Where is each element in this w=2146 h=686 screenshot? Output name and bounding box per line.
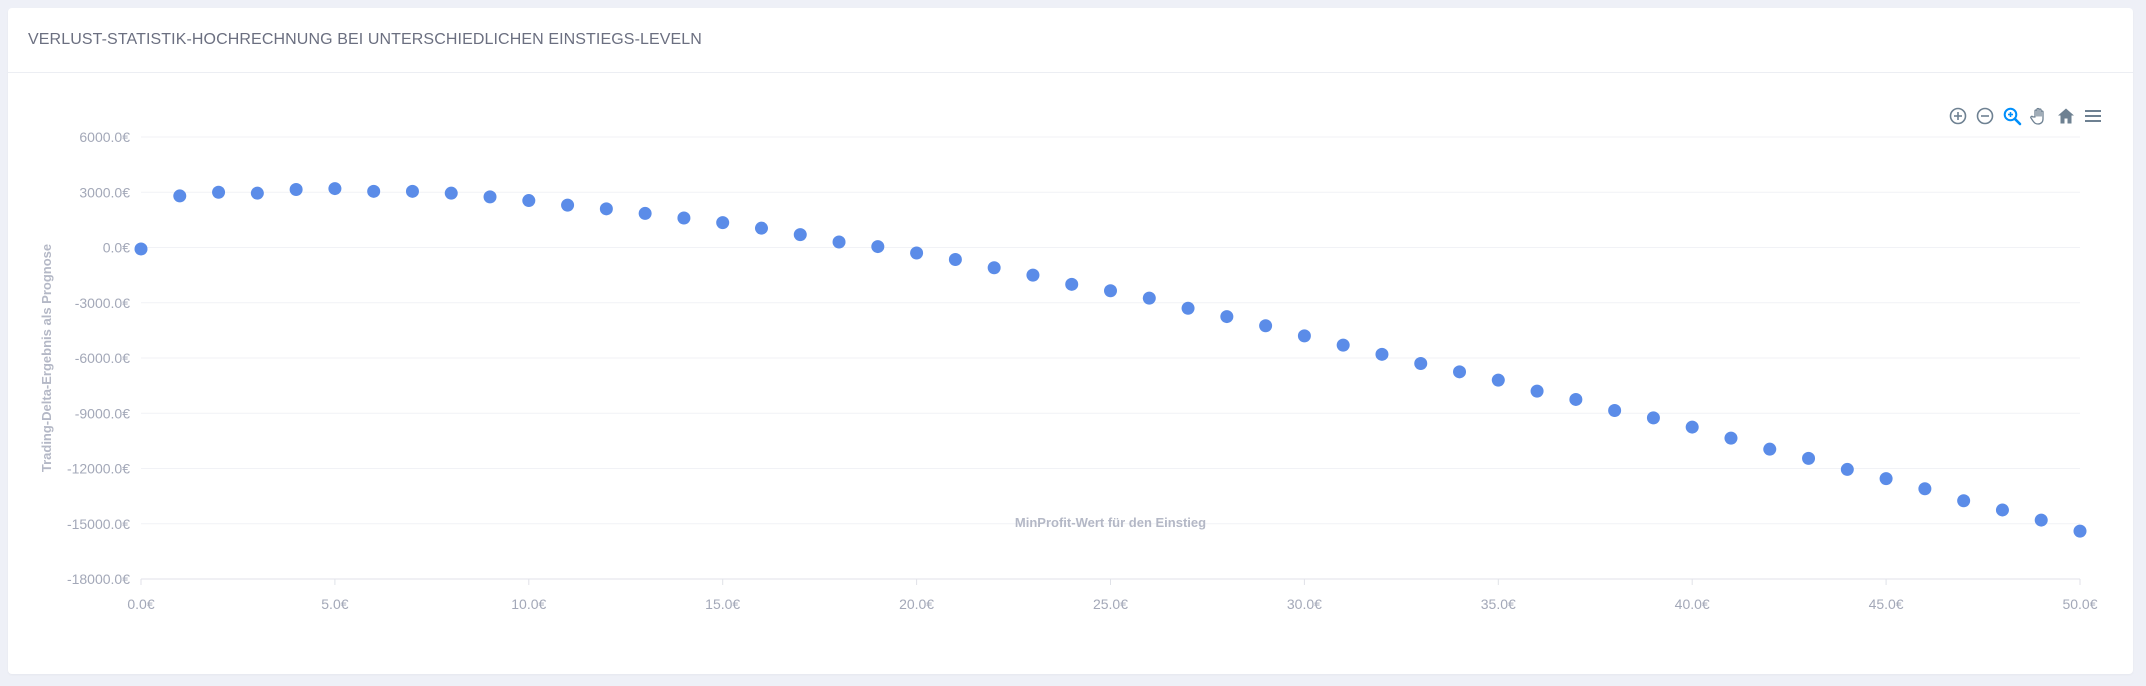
data-point[interactable] (1995, 503, 2009, 517)
x-tick-label: 5.0€ (321, 596, 348, 612)
data-point[interactable] (1840, 462, 1854, 476)
data-point[interactable] (1414, 357, 1428, 371)
data-point[interactable] (871, 240, 885, 254)
data-point[interactable] (948, 252, 962, 266)
data-point[interactable] (328, 182, 342, 196)
data-point[interactable] (1375, 347, 1389, 361)
home-icon (2058, 108, 2074, 124)
chart-area[interactable]: 6000.0€ 3000.0€ 0.0€ -3000.0€ -6000.0€ -9000.… (8, 73, 2133, 673)
x-axis-ticks: 0.0€ 5.0€ 10.0€ 15.0€ 20.0€ 25.0€ 30.0€ 35.0€ 40… (127, 579, 2098, 612)
x-tick-label: 40.0€ (1675, 596, 1710, 612)
data-point[interactable] (1297, 329, 1311, 343)
card-header: VERLUST-STATISTIK-HOCHRECHNUNG BEI UNTER… (8, 8, 2133, 73)
data-point[interactable] (2073, 524, 2087, 538)
x-tick-label: 10.0€ (511, 596, 546, 612)
x-tick-label: 30.0€ (1287, 596, 1322, 612)
data-point[interactable] (677, 211, 691, 225)
data-point[interactable] (405, 184, 419, 198)
y-tick-label: -9000.0€ (75, 405, 130, 421)
data-point[interactable] (1569, 392, 1583, 406)
x-tick-label: 25.0€ (1093, 596, 1128, 612)
x-axis-title: MinProfit-Wert für den Einstieg (1015, 515, 1206, 530)
data-point[interactable] (522, 194, 536, 208)
data-point[interactable] (289, 182, 303, 196)
data-point[interactable] (716, 216, 730, 230)
data-point[interactable] (1453, 365, 1467, 379)
chart-toolbar (1946, 104, 2105, 128)
data-point[interactable] (561, 198, 575, 212)
pan-button[interactable] (2027, 104, 2051, 128)
data-point[interactable] (1879, 472, 1893, 486)
data-point[interactable] (250, 186, 264, 200)
data-point[interactable] (754, 221, 768, 235)
x-tick-label: 15.0€ (705, 596, 740, 612)
data-point[interactable] (987, 261, 1001, 275)
zoom-in-icon (1949, 107, 1967, 125)
data-point[interactable] (599, 202, 613, 216)
y-tick-label: -12000.0€ (67, 461, 130, 477)
menu-button[interactable] (2081, 104, 2105, 128)
y-tick-label: 6000.0€ (79, 129, 130, 145)
data-point[interactable] (910, 246, 924, 260)
x-tick-label: 50.0€ (2062, 596, 2097, 612)
card-title: VERLUST-STATISTIK-HOCHRECHNUNG BEI UNTER… (28, 31, 702, 48)
data-points[interactable] (134, 182, 2087, 538)
zoom-out-button[interactable] (1973, 104, 1997, 128)
selection-zoom-button[interactable] (2000, 104, 2024, 128)
y-axis-title: Trading-Delta-Ergebnis als Prognose (39, 244, 54, 472)
zoom-in-button[interactable] (1946, 104, 1970, 128)
grid-lines (141, 136, 2080, 525)
y-tick-label: -3000.0€ (75, 295, 130, 311)
y-tick-label: -6000.0€ (75, 350, 130, 366)
data-point[interactable] (1491, 373, 1505, 387)
data-point[interactable] (1026, 268, 1040, 282)
data-point[interactable] (793, 228, 807, 242)
data-point[interactable] (1724, 431, 1738, 445)
data-point[interactable] (1763, 442, 1777, 456)
data-point[interactable] (1685, 420, 1699, 434)
data-point[interactable] (1646, 411, 1660, 425)
data-point[interactable] (444, 186, 458, 200)
y-axis-ticks: 6000.0€ 3000.0€ 0.0€ -3000.0€ -6000.0€ -9000.… (67, 129, 130, 587)
data-point[interactable] (212, 185, 226, 199)
data-point[interactable] (1957, 494, 1971, 508)
data-point[interactable] (483, 190, 497, 204)
reset-zoom-button[interactable] (2054, 104, 2078, 128)
zoom-out-icon (1976, 107, 1994, 125)
data-point[interactable] (1802, 451, 1816, 465)
x-tick-label: 45.0€ (1869, 596, 1904, 612)
x-tick-label: 20.0€ (899, 596, 934, 612)
data-point[interactable] (1104, 284, 1117, 298)
x-tick-label: 35.0€ (1481, 596, 1516, 612)
scatter-chart[interactable]: 6000.0€ 3000.0€ 0.0€ -3000.0€ -6000.0€ -9000.… (8, 73, 2133, 673)
pan-icon (2030, 107, 2044, 125)
data-point[interactable] (1336, 338, 1350, 352)
data-point[interactable] (367, 184, 381, 198)
chart-card: VERLUST-STATISTIK-HOCHRECHNUNG BEI UNTER… (8, 8, 2133, 674)
data-point[interactable] (1181, 301, 1195, 315)
data-point[interactable] (1220, 310, 1234, 324)
menu-icon (2085, 110, 2101, 122)
data-point[interactable] (173, 189, 187, 203)
data-point[interactable] (638, 206, 652, 220)
x-tick-label: 0.0€ (127, 596, 154, 612)
data-point[interactable] (1259, 319, 1273, 333)
data-point[interactable] (1142, 291, 1156, 305)
y-tick-label: -18000.0€ (67, 571, 130, 587)
y-tick-label: -15000.0€ (67, 516, 130, 532)
y-tick-label: 3000.0€ (79, 184, 130, 200)
data-point[interactable] (1530, 384, 1544, 398)
data-point[interactable] (1065, 277, 1079, 291)
data-point[interactable] (1608, 403, 1622, 417)
data-point[interactable] (832, 235, 846, 249)
data-point[interactable] (134, 242, 148, 256)
y-tick-label: 0.0€ (103, 240, 130, 256)
data-point[interactable] (2034, 513, 2048, 527)
data-point[interactable] (1918, 482, 1932, 496)
selection-zoom-icon (2003, 107, 2022, 126)
